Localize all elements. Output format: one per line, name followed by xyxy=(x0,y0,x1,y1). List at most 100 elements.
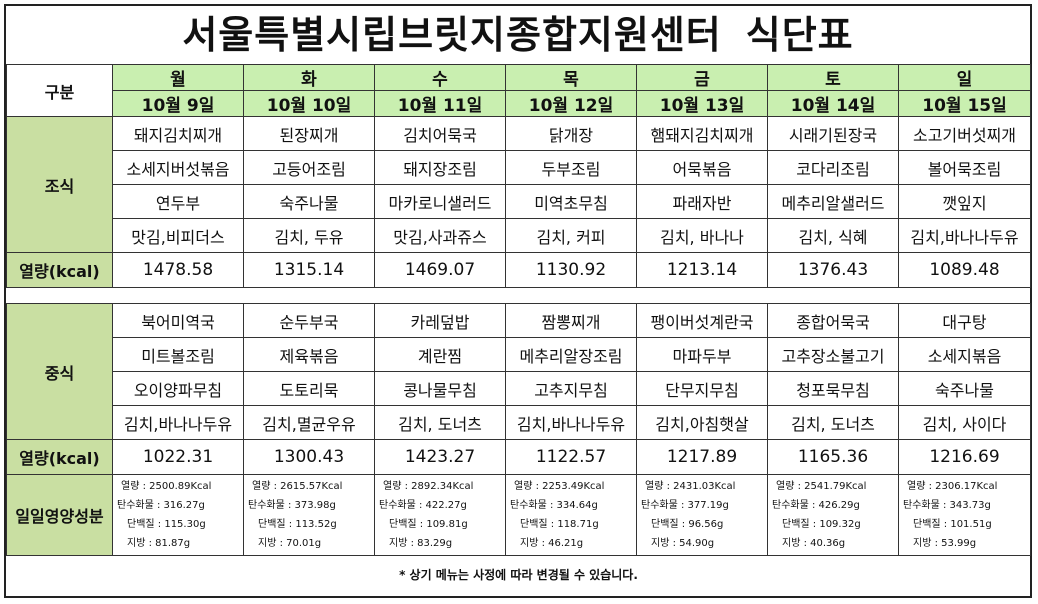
kcal-value: 1165.36 xyxy=(767,439,899,475)
nut-protein: 단백질 : 118.71g xyxy=(520,519,599,530)
nutrition-cell: 열량 : 2253.49Kcal 탄수화물 : 334.64g 단백질 : 11… xyxy=(505,474,637,556)
menu-cell: 북어미역국 xyxy=(112,303,244,338)
menu-cell: 된장찌개 xyxy=(243,116,375,151)
menu-cell: 볼어묵조림 xyxy=(898,150,1031,185)
breakfast-kcal-label: 열량(kcal) xyxy=(6,252,113,288)
lunch-kcal-label: 열량(kcal) xyxy=(6,439,113,475)
nut-kcal: 열량 : 2541.79Kcal xyxy=(776,481,867,492)
menu-cell: 미트볼조림 xyxy=(112,337,244,372)
breakfast-kcal-row: 열량(kcal) 1478.58 1315.14 1469.07 1130.92… xyxy=(6,252,1031,288)
menu-cell: 김치,바나나두유 xyxy=(112,405,244,440)
menu-cell: 돼지김치찌개 xyxy=(112,116,244,151)
nut-carb: 탄수화물 : 316.27g xyxy=(117,500,205,511)
menu-cell: 오이양파무침 xyxy=(112,371,244,406)
nut-carb: 탄수화물 : 377.19g xyxy=(641,500,729,511)
header-dates-row: 10월 9일 10월 10일 10월 11일 10월 12일 10월 13일 1… xyxy=(7,90,1031,117)
breakfast-row: 조식 돼지김치찌개 된장찌개 김치어묵국 닭개장 햄돼지김치찌개 시래기된장국 … xyxy=(6,116,1031,253)
menu-cell: 미역초무침 xyxy=(505,184,637,219)
nut-fat: 지방 : 46.21g xyxy=(520,538,584,549)
menu-cell: 순두부국 xyxy=(243,303,375,338)
menu-cell: 김치, 도너츠 xyxy=(374,405,506,440)
date-sun: 10월 15일 xyxy=(898,90,1031,117)
kcal-value: 1022.31 xyxy=(112,439,244,475)
menu-cell: 김치,아침햇살 xyxy=(636,405,768,440)
date-sat: 10월 14일 xyxy=(767,90,899,117)
day-fri: 금 xyxy=(636,64,768,91)
nut-fat: 지방 : 54.90g xyxy=(651,538,715,549)
nut-carb: 탄수화물 : 422.27g xyxy=(379,500,467,511)
menu-cell: 시래기된장국 xyxy=(767,116,899,151)
menu-cell: 소세지버섯볶음 xyxy=(112,150,244,185)
menu-cell: 김치,바나나두유 xyxy=(898,218,1031,253)
menu-cell: 제육볶음 xyxy=(243,337,375,372)
title-sub: 식단표 xyxy=(745,13,854,57)
date-mon: 10월 9일 xyxy=(112,90,244,117)
lunch-row: 김치,바나나두유 김치,멸균우유 김치, 도너츠 김치,바나나두유 김치,아침햇… xyxy=(7,405,1031,440)
nutrition-cell: 열량 : 2306.17Kcal 탄수화물 : 343.73g 단백질 : 10… xyxy=(898,474,1031,556)
breakfast-row: 맛김,비피더스 김치, 두유 맛김,사과쥬스 김치, 커피 김치, 바나나 김치… xyxy=(7,218,1031,253)
menu-cell: 김치,멸균우유 xyxy=(243,405,375,440)
nutrition-cell: 열량 : 2892.34Kcal 탄수화물 : 422.27g 단백질 : 10… xyxy=(374,474,506,556)
nut-kcal: 열량 : 2500.89Kcal xyxy=(121,481,212,492)
menu-cell: 김치어묵국 xyxy=(374,116,506,151)
nutrition-cell: 열량 : 2541.79Kcal 탄수화물 : 426.29g 단백질 : 10… xyxy=(767,474,899,556)
header-days-row: 구분 월 화 수 목 금 토 일 xyxy=(6,64,1031,117)
header-label: 구분 xyxy=(6,64,113,117)
menu-cell: 숙주나물 xyxy=(898,371,1031,406)
menu-cell: 계란찜 xyxy=(374,337,506,372)
kcal-value: 1217.89 xyxy=(636,439,768,475)
nut-kcal: 열량 : 2253.49Kcal xyxy=(514,481,605,492)
menu-cell: 마카로니샐러드 xyxy=(374,184,506,219)
nutrition-label: 일일영양성분 xyxy=(6,474,113,556)
kcal-value: 1376.43 xyxy=(767,252,899,288)
menu-cell: 도토리묵 xyxy=(243,371,375,406)
lunch-label: 중식 xyxy=(6,303,113,440)
nut-protein: 단백질 : 101.51g xyxy=(913,519,992,530)
menu-cell: 맛김,사과쥬스 xyxy=(374,218,506,253)
nut-protein: 단백질 : 96.56g xyxy=(651,519,724,530)
nut-fat: 지방 : 40.36g xyxy=(782,538,846,549)
menu-cell: 연두부 xyxy=(112,184,244,219)
menu-cell: 소세지볶음 xyxy=(898,337,1031,372)
menu-cell: 콩나물무침 xyxy=(374,371,506,406)
menu-cell: 파래자반 xyxy=(636,184,768,219)
page-title: 서울특별시립브릿지종합지원센터 식단표 xyxy=(6,6,1030,66)
day-wed: 수 xyxy=(374,64,506,91)
menu-cell: 종합어묵국 xyxy=(767,303,899,338)
nut-kcal: 열량 : 2306.17Kcal xyxy=(907,481,998,492)
menu-cell: 김치, 식혜 xyxy=(767,218,899,253)
spacer-row xyxy=(6,287,1031,304)
menu-cell: 김치, 두유 xyxy=(243,218,375,253)
kcal-value: 1089.48 xyxy=(898,252,1031,288)
nut-kcal: 열량 : 2892.34Kcal xyxy=(383,481,474,492)
lunch-row: 중식 북어미역국 순두부국 카레덮밥 짬뽕찌개 팽이버섯계란국 종합어묵국 대구… xyxy=(6,303,1031,440)
date-tue: 10월 10일 xyxy=(243,90,375,117)
menu-cell: 어묵볶음 xyxy=(636,150,768,185)
menu-cell: 단무지무침 xyxy=(636,371,768,406)
menu-cell: 메추리알샐러드 xyxy=(767,184,899,219)
nut-carb: 탄수화물 : 373.98g xyxy=(248,500,336,511)
menu-cell: 고추장소불고기 xyxy=(767,337,899,372)
nutrition-row: 일일영양성분 열량 : 2500.89Kcal 탄수화물 : 316.27g 단… xyxy=(6,474,1031,556)
nut-protein: 단백질 : 109.32g xyxy=(782,519,861,530)
nutrition-cell: 열량 : 2500.89Kcal 탄수화물 : 316.27g 단백질 : 11… xyxy=(112,474,244,556)
footer-note: * 상기 메뉴는 사정에 따라 변경될 수 있습니다. xyxy=(6,555,1031,592)
menu-cell: 메추리알장조림 xyxy=(505,337,637,372)
menu-cell: 청포묵무침 xyxy=(767,371,899,406)
kcal-value: 1469.07 xyxy=(374,252,506,288)
menu-cell: 김치, 커피 xyxy=(505,218,637,253)
kcal-value: 1300.43 xyxy=(243,439,375,475)
nut-carb: 탄수화물 : 343.73g xyxy=(903,500,991,511)
menu-cell: 김치, 바나나 xyxy=(636,218,768,253)
menu-cell: 햄돼지김치찌개 xyxy=(636,116,768,151)
day-mon: 월 xyxy=(112,64,244,91)
menu-table: 구분 월 화 수 목 금 토 일 10월 9일 10월 10일 10월 11일 … xyxy=(6,64,1031,592)
day-tue: 화 xyxy=(243,64,375,91)
menu-sheet: 서울특별시립브릿지종합지원센터 식단표 구분 월 화 수 목 금 토 일 10월 … xyxy=(4,4,1032,598)
menu-cell: 마파두부 xyxy=(636,337,768,372)
breakfast-label: 조식 xyxy=(6,116,113,253)
kcal-value: 1478.58 xyxy=(112,252,244,288)
breakfast-row: 소세지버섯볶음 고등어조림 돼지장조림 두부조림 어묵볶음 코다리조림 볼어묵조… xyxy=(7,150,1031,185)
menu-cell: 숙주나물 xyxy=(243,184,375,219)
menu-cell: 팽이버섯계란국 xyxy=(636,303,768,338)
